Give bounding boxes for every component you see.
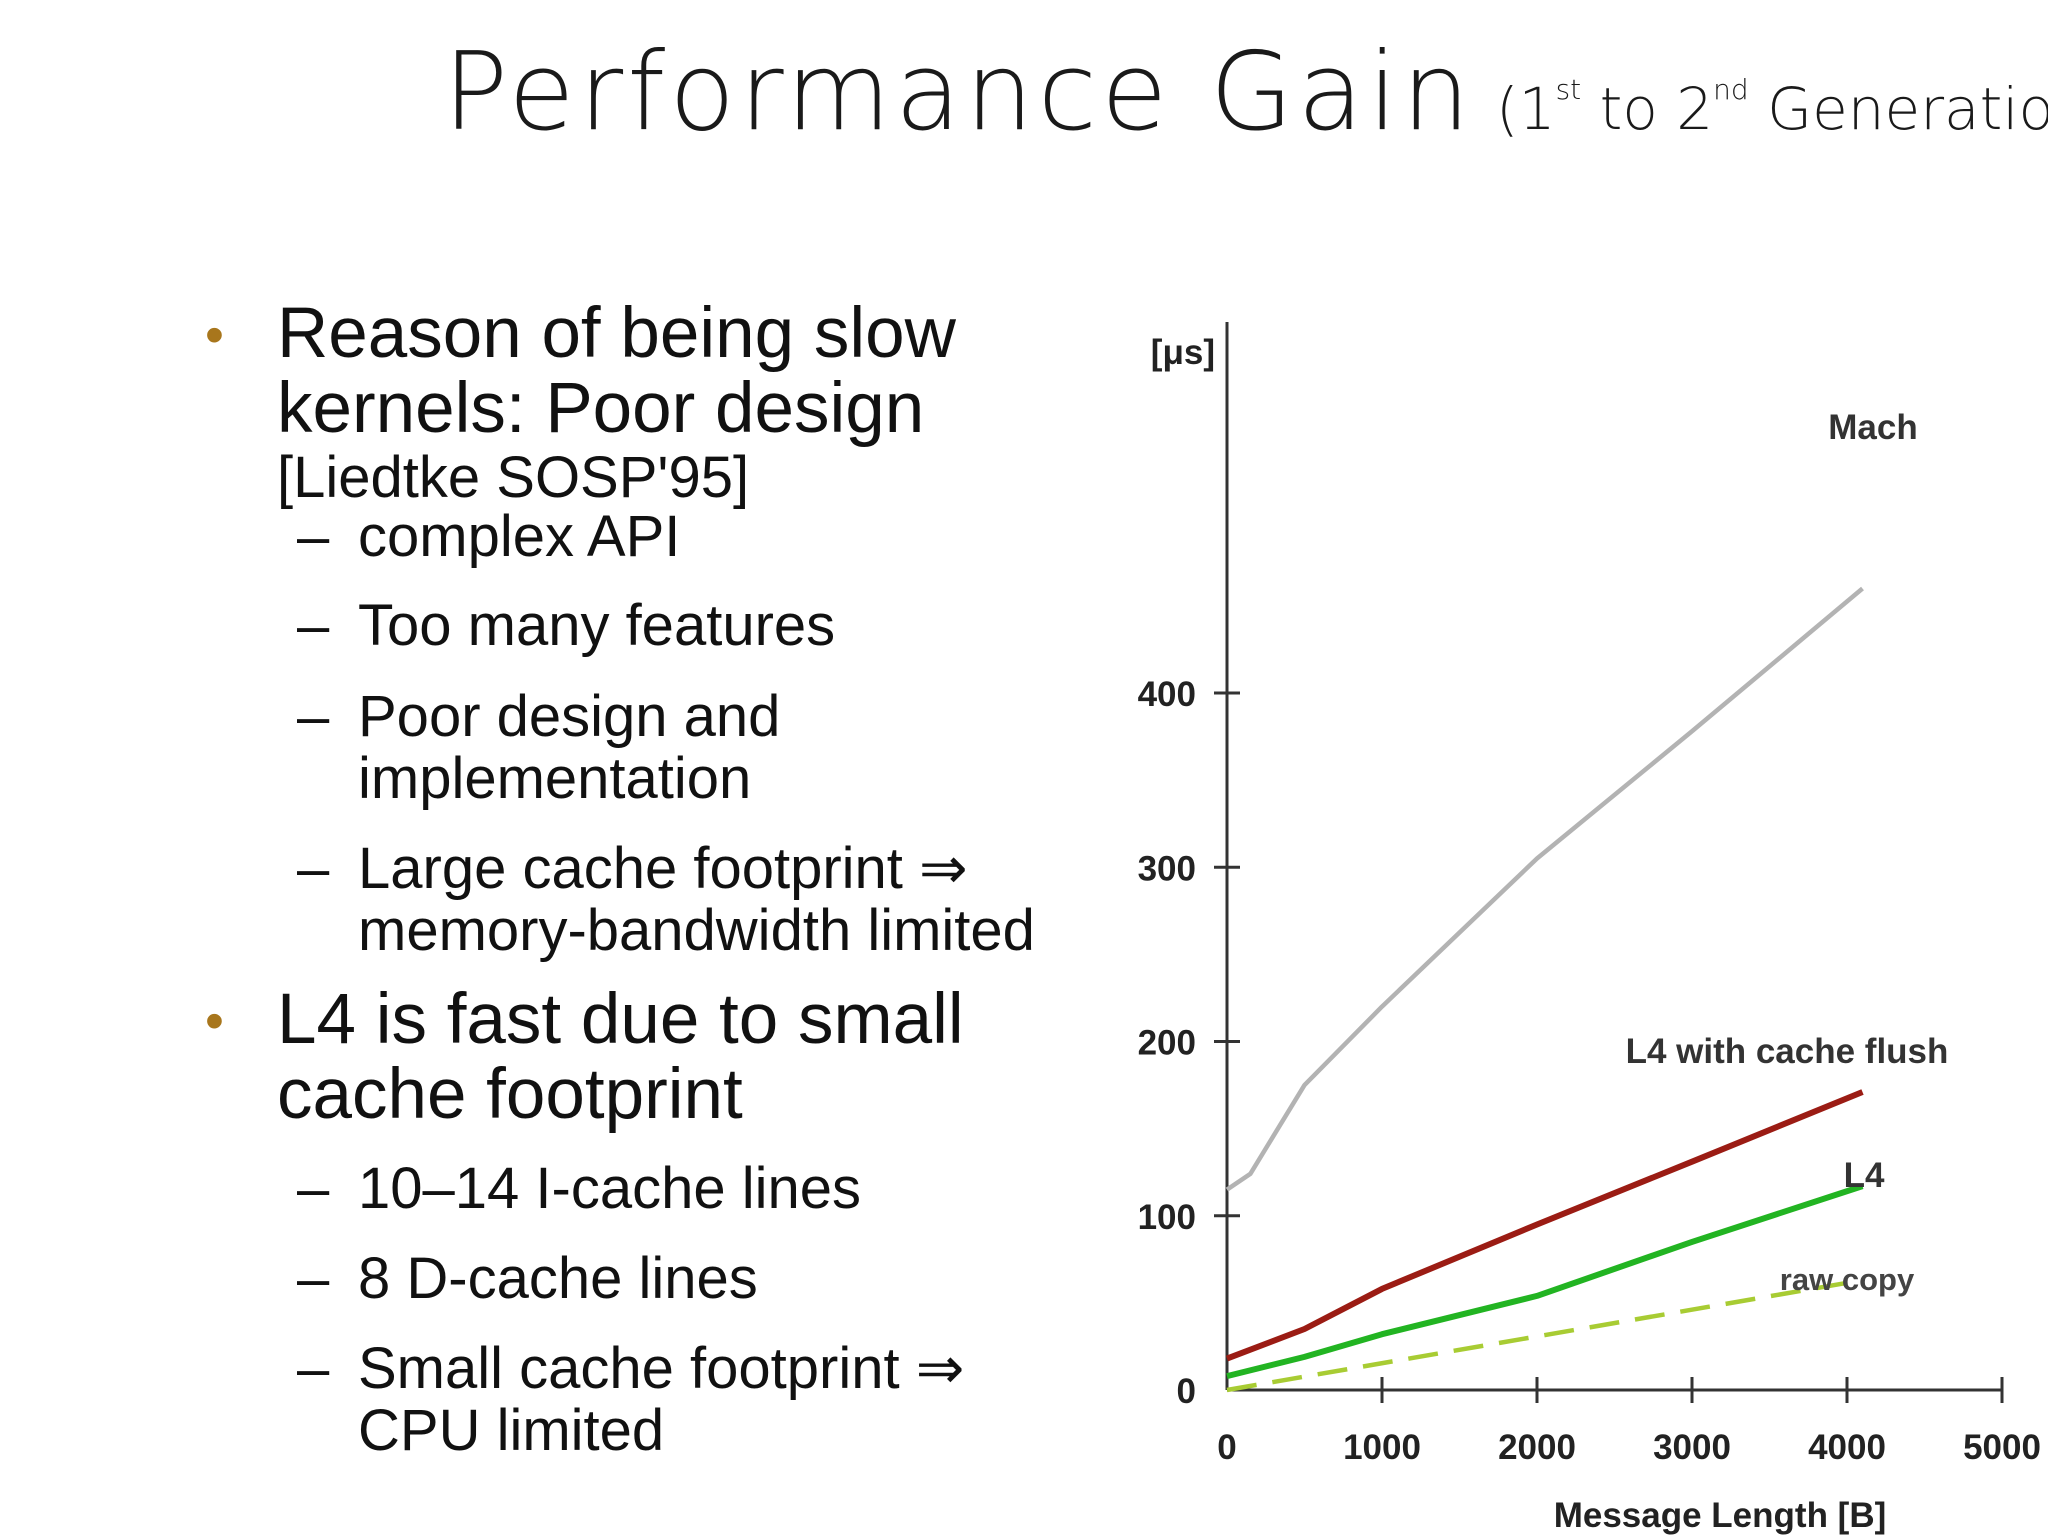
subtitle-sup-1: st — [1555, 73, 1582, 106]
bullet-dot-icon: • — [205, 991, 224, 1051]
subtitle-mid: to 2 — [1581, 75, 1714, 143]
sub-bullet: –8 D-cache lines — [205, 1248, 1105, 1310]
y-tick-label: 200 — [1138, 1024, 1196, 1063]
x-tick-label: 0 — [1217, 1428, 1236, 1467]
series-line-l4-with-cache-flush — [1225, 1089, 1864, 1362]
series-line-l4 — [1226, 1183, 1864, 1380]
sub-bullet: – Large cache footprint ⇒ memory-bandwidth… — [205, 838, 1105, 962]
title-subtitle: (1st to 2nd Generation) — [1496, 73, 2048, 143]
subtitle-close: Generation) — [1767, 75, 2048, 143]
bullet-text: Reason of being slow kernels: Poor desig… — [277, 296, 1105, 446]
citation: [Liedtke SOSP'95] — [277, 445, 750, 510]
sub-bullet-line: Too many features — [358, 593, 836, 658]
sub-bullet-line: 10–14 I-cache lines — [358, 1156, 861, 1221]
dash-icon: – — [297, 1156, 330, 1221]
y-tick-label: 300 — [1138, 849, 1196, 888]
y-tick-label: 400 — [1138, 675, 1196, 714]
series-label: raw copy — [1780, 1262, 1915, 1297]
sub-bullet: – complex API — [205, 506, 1105, 568]
y-axis-label: [μs] — [1151, 333, 1215, 372]
dash-icon: – — [297, 1246, 330, 1311]
dash-icon: – — [297, 504, 330, 569]
title-main: Performance Gain — [443, 30, 1475, 155]
dash-icon: – — [297, 593, 330, 658]
subtitle-open: (1 — [1496, 75, 1556, 143]
series-label: Mach — [1828, 408, 1917, 447]
bullet-item: • L4 is fast due to small cache footprin… — [205, 982, 1105, 1132]
bullet-item: • Reason of being slow kernels: Poor des… — [205, 296, 1105, 510]
sub-bullet-line: memory-bandwidth limited — [358, 898, 1035, 963]
y-tick-label: 0 — [1177, 1372, 1196, 1411]
x-tick-label: 2000 — [1498, 1428, 1576, 1467]
subtitle-sup-2: nd — [1713, 73, 1749, 106]
sub-bullet: – Poor design and implementation — [205, 686, 1105, 810]
series-label: L4 with cache flush — [1626, 1032, 1949, 1071]
slide-title: Performance Gain (1st to 2nd Generation) — [443, 30, 2048, 155]
bullet-list: • Reason of being slow kernels: Poor des… — [205, 296, 1105, 1462]
bullet-text: L4 is fast due to small cache footprint — [277, 982, 1105, 1132]
bullet-line: L4 is fast due to small — [277, 980, 964, 1059]
sub-bullet: –10–14 I-cache lines — [205, 1158, 1105, 1220]
x-tick-label: 1000 — [1343, 1428, 1421, 1467]
series-line-raw-copy — [1226, 1277, 1863, 1393]
sub-bullet-line: Large cache footprint ⇒ — [358, 836, 968, 901]
sub-bullet: – Small cache footprint ⇒ CPU limited — [205, 1338, 1105, 1462]
sub-bullet-line: Poor design and — [358, 684, 781, 749]
x-tick-label: 3000 — [1653, 1428, 1731, 1467]
bullet-line: kernels: Poor design — [277, 369, 925, 448]
bullet-dot-icon: • — [205, 305, 224, 365]
sub-bullet-line: CPU limited — [358, 1398, 665, 1463]
y-tick-label: 100 — [1138, 1198, 1196, 1237]
sub-bullet-line: implementation — [358, 746, 752, 811]
x-tick-label: 4000 — [1808, 1428, 1886, 1467]
sub-bullet: – Too many features — [205, 595, 1105, 657]
series-line-mach — [1225, 586, 1864, 1192]
dash-icon: – — [297, 684, 330, 749]
bullet-line: cache footprint — [277, 1055, 743, 1134]
bullet-line: Reason of being slow — [277, 294, 956, 373]
x-tick-label: 5000 — [1963, 1428, 2041, 1467]
dash-icon: – — [297, 1336, 330, 1401]
dash-icon: – — [297, 836, 330, 901]
sub-bullet-line: 8 D-cache lines — [358, 1246, 758, 1311]
sub-bullet-line: Small cache footprint ⇒ — [358, 1336, 965, 1401]
sub-bullet-line: complex API — [358, 504, 681, 569]
x-axis-label: Message Length [B] — [1554, 1496, 1887, 1535]
series-label: L4 — [1844, 1156, 1885, 1195]
